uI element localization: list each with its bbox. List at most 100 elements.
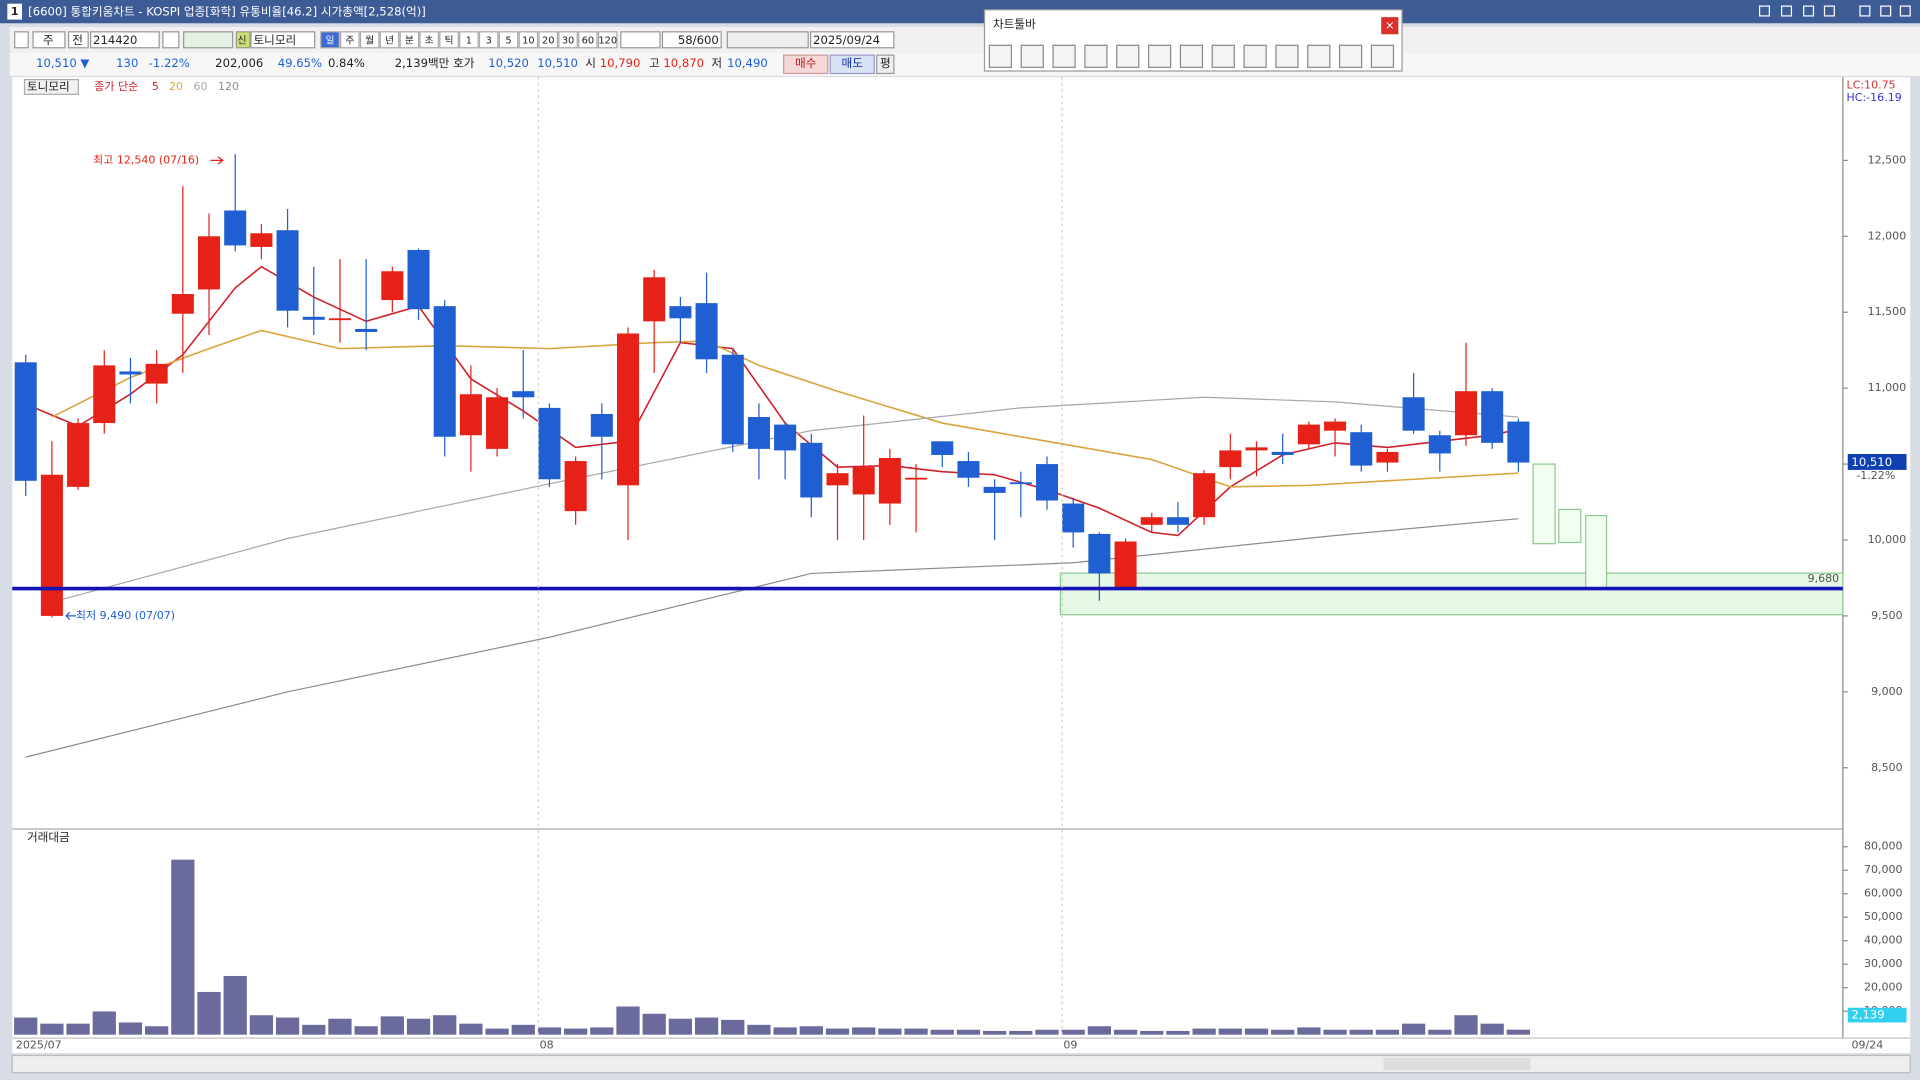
date-box[interactable] bbox=[810, 31, 895, 49]
current-price: 10,510 bbox=[1851, 455, 1892, 469]
volume-bar bbox=[773, 1027, 797, 1035]
y-tick-label: 80,000 bbox=[1864, 840, 1903, 853]
candle-body bbox=[119, 371, 142, 375]
volume-bar bbox=[1061, 1029, 1085, 1035]
period-button[interactable] bbox=[538, 31, 559, 49]
close-icon: × bbox=[1385, 18, 1395, 32]
low: 10,490 bbox=[727, 56, 768, 70]
window-controls[interactable] bbox=[1758, 5, 1911, 17]
tool-icons[interactable] bbox=[726, 31, 809, 49]
volume-bar bbox=[564, 1028, 588, 1035]
volume-bar bbox=[1271, 1029, 1295, 1035]
scroll-thumb[interactable] bbox=[1383, 1057, 1531, 1071]
count: 58/600 bbox=[678, 33, 719, 47]
volume-bar bbox=[616, 1006, 640, 1035]
volume-bar bbox=[354, 1026, 378, 1035]
period-button[interactable] bbox=[419, 31, 439, 49]
buy-button[interactable] bbox=[783, 54, 829, 75]
search-button[interactable] bbox=[162, 31, 180, 49]
buy: 매수 bbox=[795, 56, 817, 70]
mode2-box[interactable] bbox=[67, 31, 89, 49]
period-label: 30 bbox=[562, 35, 574, 46]
icon-buttons[interactable] bbox=[183, 31, 234, 49]
period-button[interactable] bbox=[320, 31, 340, 49]
mode-select[interactable] bbox=[32, 31, 66, 49]
x-tick-label: 09 bbox=[1063, 1039, 1077, 1052]
menu-button[interactable] bbox=[14, 31, 29, 49]
period-button[interactable] bbox=[518, 31, 539, 49]
volume-bar bbox=[1218, 1028, 1242, 1035]
volume-bar bbox=[1009, 1030, 1033, 1035]
volume-bar bbox=[1140, 1030, 1164, 1035]
name-box[interactable] bbox=[250, 31, 316, 49]
period-input[interactable] bbox=[620, 31, 661, 49]
candle-body bbox=[328, 318, 351, 321]
candle-body bbox=[878, 458, 901, 504]
period-button[interactable] bbox=[597, 31, 618, 49]
period-button[interactable] bbox=[340, 31, 360, 49]
period-button[interactable] bbox=[558, 31, 578, 49]
period-button[interactable] bbox=[459, 31, 479, 49]
period-button[interactable] bbox=[478, 31, 499, 49]
candle-body bbox=[1114, 541, 1137, 588]
candle-body bbox=[198, 236, 221, 290]
candle-body bbox=[1062, 503, 1085, 533]
volume-bar bbox=[1113, 1029, 1138, 1035]
ratio: 49.65% bbox=[278, 56, 322, 70]
flag-box bbox=[235, 31, 251, 49]
period-button[interactable] bbox=[399, 31, 420, 49]
scrollbar[interactable] bbox=[11, 1054, 1911, 1074]
period-label: 월 bbox=[365, 34, 374, 46]
period-label: 5 bbox=[505, 35, 511, 46]
period-label: 120 bbox=[598, 35, 617, 46]
period-label: 3 bbox=[486, 35, 492, 46]
count-box bbox=[661, 31, 722, 49]
sell: 매도 bbox=[842, 56, 864, 70]
period-button[interactable] bbox=[359, 31, 380, 49]
period-button[interactable] bbox=[498, 31, 519, 49]
candle-body bbox=[40, 474, 63, 616]
volume-bar bbox=[328, 1018, 352, 1035]
candle-body bbox=[695, 303, 718, 360]
candle-body bbox=[486, 397, 509, 449]
volume-bar bbox=[904, 1028, 928, 1035]
volume-bar bbox=[1166, 1030, 1190, 1035]
x-end-label: 09/24 bbox=[1851, 1039, 1883, 1052]
tab-box bbox=[7, 3, 23, 20]
volume-bar bbox=[852, 1027, 876, 1035]
y-tick-label: 12,000 bbox=[1868, 229, 1907, 242]
candle-body bbox=[1140, 517, 1163, 525]
legend-name: 토니모리 bbox=[27, 79, 70, 93]
sell-button[interactable] bbox=[829, 54, 875, 75]
candle-body bbox=[774, 424, 797, 451]
hc-label: HC:-16.19 bbox=[1847, 91, 1902, 104]
volume-bar bbox=[118, 1022, 143, 1035]
volume-bar bbox=[590, 1027, 614, 1035]
period-button[interactable] bbox=[578, 31, 598, 49]
close-button[interactable] bbox=[1381, 17, 1399, 35]
candle-body bbox=[1035, 464, 1059, 501]
volume-bar bbox=[1506, 1029, 1530, 1035]
candle-body bbox=[590, 413, 613, 437]
tool-icons[interactable] bbox=[988, 44, 1395, 68]
mode2: 전 bbox=[72, 33, 83, 47]
candle-body bbox=[1088, 533, 1111, 574]
volume-bar bbox=[485, 1028, 509, 1035]
period-button[interactable] bbox=[439, 31, 459, 49]
extra-button[interactable] bbox=[876, 54, 895, 75]
code-input[interactable] bbox=[90, 31, 160, 49]
volume-bar bbox=[14, 1017, 38, 1035]
y-tick-label: 9,000 bbox=[1871, 685, 1903, 698]
tab-number: 1 bbox=[11, 5, 19, 18]
low-arrow bbox=[65, 611, 76, 621]
period-label: 1 bbox=[466, 35, 472, 46]
volume-bar bbox=[1297, 1027, 1321, 1035]
y-tick-label: 11,000 bbox=[1868, 381, 1907, 394]
floating-title: 차트툴바 bbox=[993, 17, 1036, 31]
legend-entry: 5 bbox=[152, 80, 159, 93]
volume-bar bbox=[145, 1026, 169, 1035]
period-button[interactable] bbox=[379, 31, 400, 49]
volume-bar bbox=[642, 1013, 666, 1035]
